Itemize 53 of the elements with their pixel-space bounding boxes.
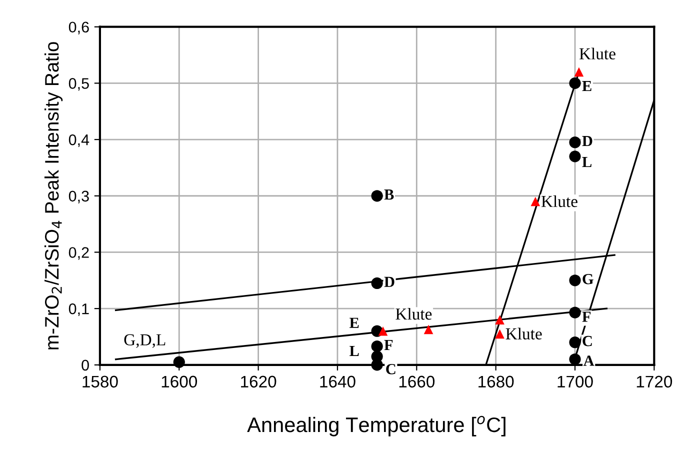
annotation: Klute	[396, 308, 432, 320]
annotation: Klute	[579, 48, 616, 60]
x-tick-label: 1580	[82, 376, 118, 388]
y-tick-label: 0,3	[68, 190, 89, 204]
x-tick-label: 1660	[399, 376, 435, 388]
y-tick-label: 0,1	[68, 303, 89, 316]
annotation: B	[384, 190, 394, 200]
x-tick-label: 1600	[162, 376, 198, 388]
point	[173, 356, 185, 368]
y-tick-label: 0,6	[68, 22, 89, 34]
annotation: Klute	[506, 328, 542, 340]
annotation: A	[583, 356, 594, 366]
x-tick-label: 1720	[636, 376, 672, 388]
point	[371, 277, 383, 290]
annotation: C	[386, 364, 396, 374]
annotation: L	[350, 346, 359, 356]
annotation: G,D,L	[124, 334, 166, 348]
point	[569, 77, 581, 89]
y-axis-title: m-ZrO$_{2}$/ZrSiO$_{4}$ Peak Intensity Ratio	[44, 42, 63, 350]
point	[569, 336, 581, 348]
point	[569, 274, 581, 286]
annotation: D	[384, 276, 394, 287]
point	[371, 340, 383, 352]
point	[574, 67, 584, 77]
annotation: C	[582, 336, 592, 346]
point	[495, 315, 504, 324]
annotation: F	[582, 312, 591, 322]
point	[569, 150, 581, 162]
point	[371, 190, 383, 202]
point	[569, 136, 581, 148]
y-tick-label: 0	[82, 360, 89, 371]
x-tick-label: 1700	[558, 376, 593, 388]
point	[378, 326, 388, 336]
point	[569, 353, 581, 366]
annotation: L	[582, 157, 592, 168]
x-tick-label: 1620	[241, 376, 276, 388]
annotation: Klute	[541, 195, 578, 208]
point	[569, 306, 581, 318]
point	[530, 196, 540, 206]
y-tick-label: 0,2	[68, 247, 89, 260]
x-tick-label: 1640	[320, 376, 356, 388]
point	[495, 329, 504, 339]
annotation: F	[384, 340, 393, 350]
y-tick-label: 0,4	[68, 134, 90, 148]
point	[424, 324, 434, 334]
y-tick-label: 0,5	[68, 78, 89, 91]
x-tick-label: 1680	[478, 376, 514, 388]
point	[371, 359, 383, 371]
annotation: E	[582, 81, 592, 92]
x-axis-title: Annealing Temperature [$^{o}$C]	[247, 416, 506, 436]
annotation: E	[350, 318, 359, 328]
annotation: G	[582, 274, 594, 284]
annotation: D	[582, 136, 592, 146]
